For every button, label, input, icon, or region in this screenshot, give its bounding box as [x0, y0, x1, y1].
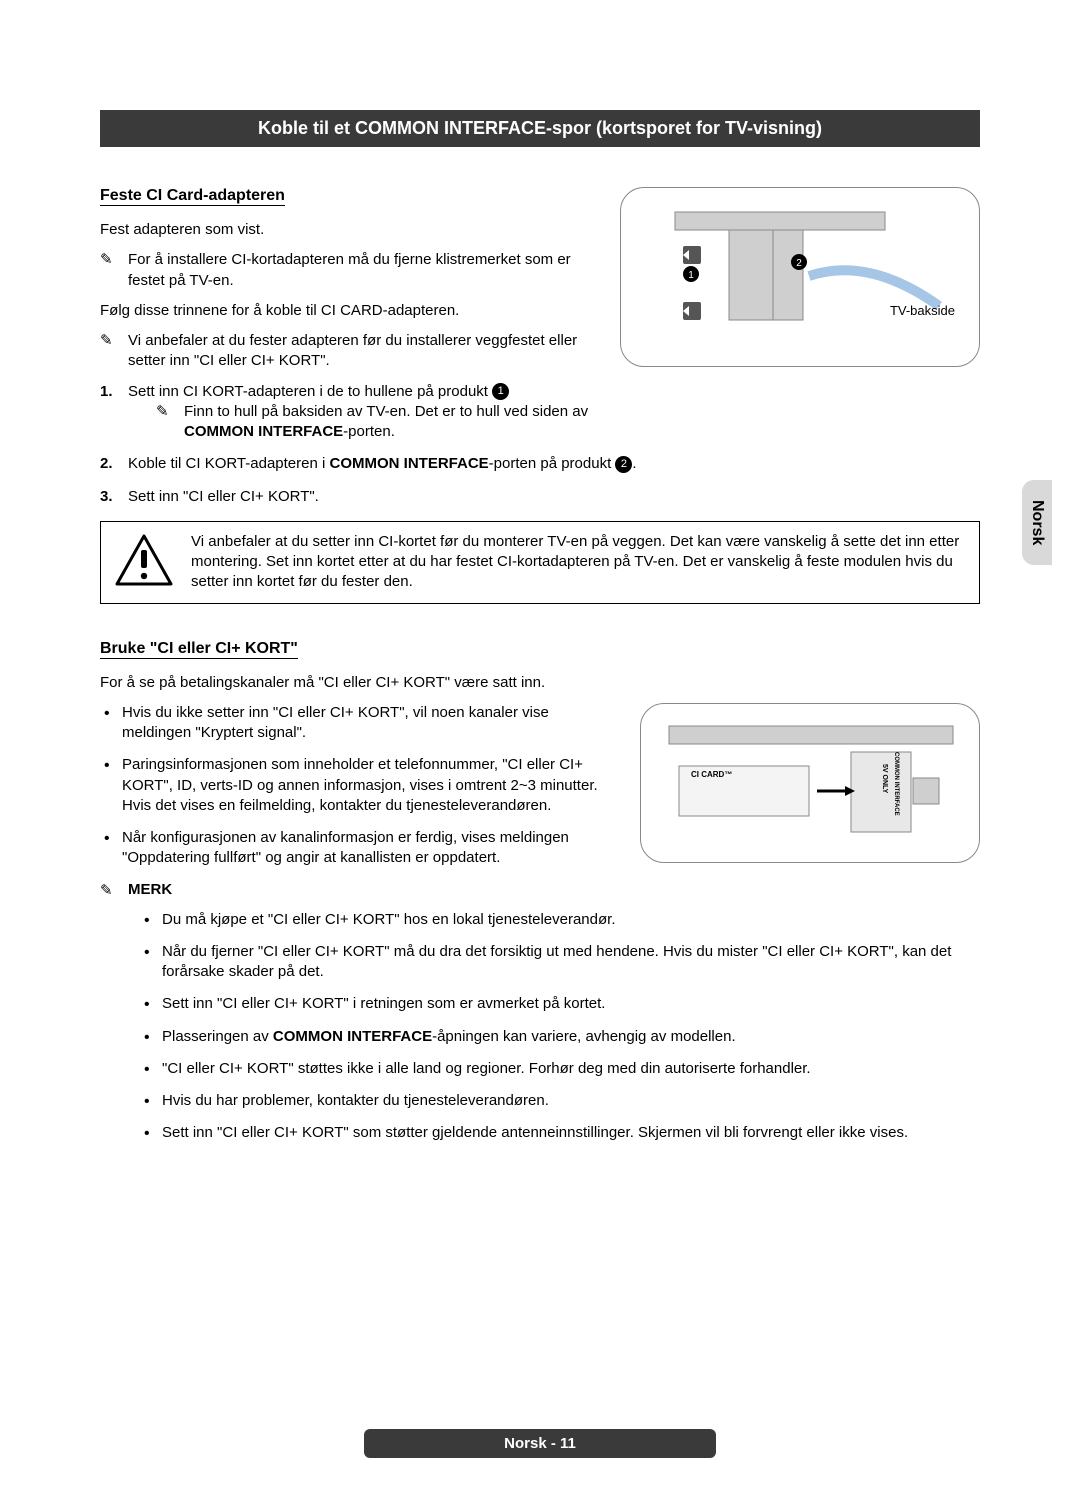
step1-sub-pre: Finn to hull på baksiden av TV-en. Det e… [184, 403, 588, 420]
svg-text:1: 1 [688, 270, 694, 281]
steps-list: 1. Sett inn CI KORT-adapteren i de to hu… [100, 382, 600, 443]
section2-bullets: Hvis du ikke setter inn "CI eller CI+ KO… [100, 703, 620, 869]
section2-intro: For å se på betalingskanaler må "CI elle… [100, 673, 980, 693]
merk-item: Du må kjøpe et "CI eller CI+ KORT" hos e… [140, 910, 980, 930]
page-number: Norsk - 11 [364, 1429, 716, 1458]
step1-subnote: Finn to hull på baksiden av TV-en. Det e… [128, 402, 600, 443]
tv-back-svg: 1 2 [639, 206, 963, 350]
ci-card-svg [659, 722, 963, 846]
bullet-item: Paringsinformasjonen som inneholder et t… [100, 755, 620, 816]
step-number: 3. [100, 487, 113, 507]
note-list-1: For å installere CI-kortadapteren må du … [100, 250, 600, 291]
intro-text: Fest adapteren som vist. [100, 220, 600, 240]
diagram2-slot-bottom: 5V ONLY [881, 764, 888, 793]
circle-2-icon: 2 [615, 456, 632, 473]
diagram-ci-card: CI CARD™ COMMON INTERFACE 5V ONLY [640, 703, 980, 863]
m4-bold: COMMON INTERFACE [273, 1028, 432, 1045]
step1-sub-bold: COMMON INTERFACE [184, 423, 343, 440]
diagram1-label: TV-bakside [890, 303, 955, 318]
step-number: 2. [100, 454, 113, 474]
merk-item: Sett inn "CI eller CI+ KORT" som støtter… [140, 1123, 980, 1143]
follow-text: Følg disse trinnene for å koble til CI C… [100, 301, 600, 321]
m4-pre: Plasseringen av [162, 1028, 273, 1045]
merk-item: "CI eller CI+ KORT" støttes ikke i alle … [140, 1059, 980, 1079]
merk-list: Du må kjøpe et "CI eller CI+ KORT" hos e… [100, 910, 980, 1144]
section-feste: Feste CI Card-adapteren Fest adapteren s… [100, 187, 980, 454]
merk-item: Sett inn "CI eller CI+ KORT" i retningen… [140, 994, 980, 1014]
section1-text: Feste CI Card-adapteren Fest adapteren s… [100, 187, 600, 454]
step2-bold: COMMON INTERFACE [330, 455, 489, 472]
step-1: 1. Sett inn CI KORT-adapteren i de to hu… [100, 382, 600, 443]
subheading-feste: Feste CI Card-adapteren [100, 187, 285, 206]
diagram2-container: CI CARD™ COMMON INTERFACE 5V ONLY [640, 703, 980, 863]
bullet-item: Hvis du ikke setter inn "CI eller CI+ KO… [100, 703, 620, 744]
diagram2-card-label: CI CARD™ [691, 770, 732, 779]
circle-1-icon: 1 [492, 383, 509, 400]
step1-sub-item: Finn to hull på baksiden av TV-en. Det e… [156, 402, 600, 443]
bullet-item: Når konfigurasjonen av kanalinformasjon … [100, 828, 620, 869]
warning-icon [115, 534, 173, 591]
section2-row: Hvis du ikke setter inn "CI eller CI+ KO… [100, 703, 980, 881]
section-header: Koble til et COMMON INTERFACE-spor (kort… [100, 110, 980, 147]
page-footer: Norsk - 11 [0, 1429, 1080, 1458]
step2-pre: Koble til CI KORT-adapteren i [128, 455, 330, 472]
note-item: Vi anbefaler at du fester adapteren før … [100, 331, 600, 372]
merk-item: Når du fjerner "CI eller CI+ KORT" må du… [140, 942, 980, 983]
step2-tail: -porten på produkt [489, 455, 616, 472]
step1-sub-tail: -porten. [343, 423, 395, 440]
steps-list-cont: 2. Koble til CI KORT-adapteren i COMMON … [100, 454, 980, 507]
step1-text: Sett inn CI KORT-adapteren i de to hulle… [128, 383, 492, 400]
step-3: 3. Sett inn "CI eller CI+ KORT". [100, 487, 980, 507]
step-2: 2. Koble til CI KORT-adapteren i COMMON … [100, 454, 980, 474]
diagram-tv-back: 1 2 TV-bakside [620, 187, 980, 367]
note-item: For å installere CI-kortadapteren må du … [100, 250, 600, 291]
diagram1-container: 1 2 TV-bakside [620, 187, 980, 367]
subheading-bruke: Bruke "CI eller CI+ KORT" [100, 640, 298, 659]
step3-text: Sett inn "CI eller CI+ KORT". [128, 488, 319, 505]
language-tab: Norsk [1022, 480, 1052, 565]
svg-text:2: 2 [796, 258, 802, 269]
m4-tail: -åpningen kan variere, avhengig av model… [432, 1028, 736, 1045]
note-list-2: Vi anbefaler at du fester adapteren før … [100, 331, 600, 372]
merk-label: MERK [100, 881, 980, 898]
merk-item: Plasseringen av COMMON INTERFACE-åpninge… [140, 1027, 980, 1047]
warning-box: Vi anbefaler at du setter inn CI-kortet … [100, 521, 980, 604]
section2-left: Hvis du ikke setter inn "CI eller CI+ KO… [100, 703, 620, 881]
step-number: 1. [100, 382, 113, 402]
diagram2-slot-top: COMMON INTERFACE [893, 752, 899, 816]
warning-text: Vi anbefaler at du setter inn CI-kortet … [191, 532, 965, 593]
merk-item: Hvis du har problemer, kontakter du tjen… [140, 1091, 980, 1111]
